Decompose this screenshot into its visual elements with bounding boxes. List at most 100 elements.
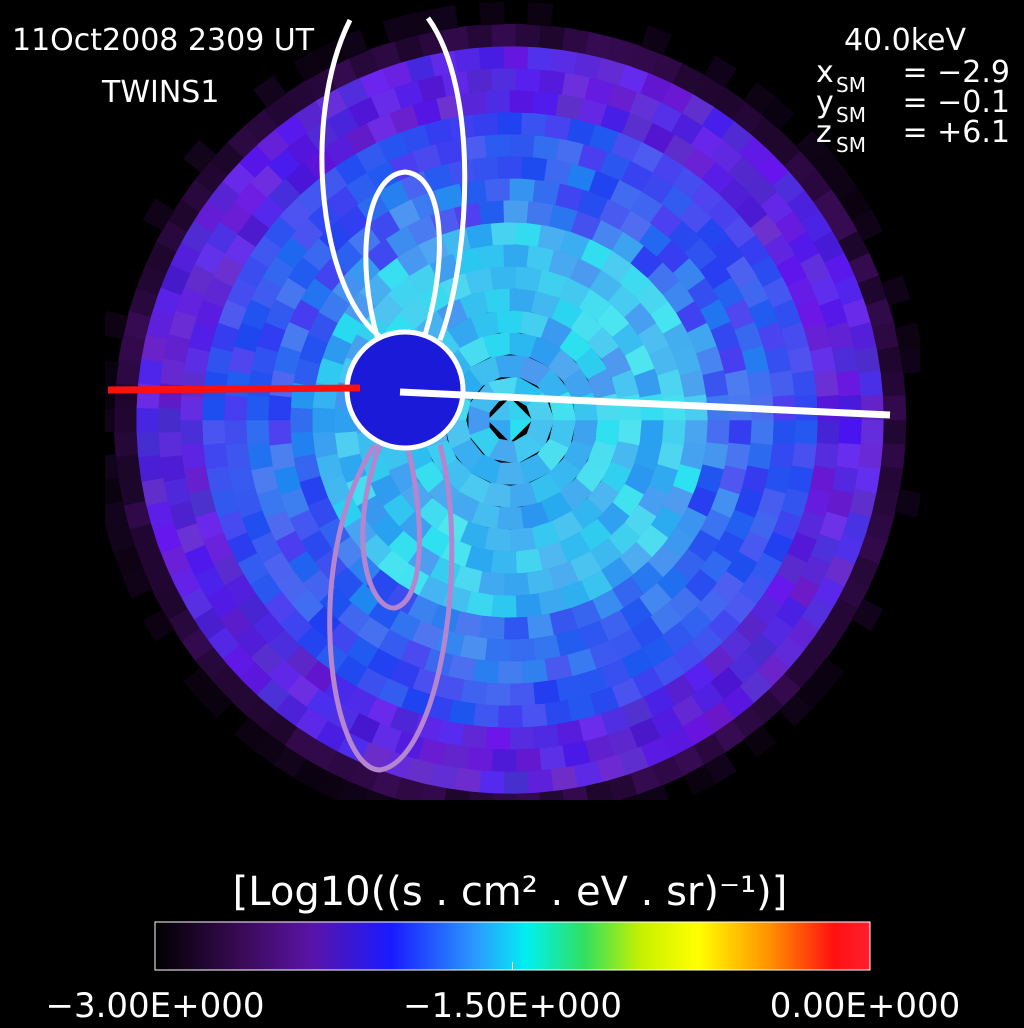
flux-cell (484, 682, 511, 707)
flux-cell (465, 222, 494, 249)
flux-cell (532, 724, 560, 750)
flux-cell (858, 442, 884, 470)
flux-cell (224, 442, 251, 471)
flux-cell (532, 90, 560, 116)
flux-cell (253, 75, 287, 108)
flux-cell (478, 1, 505, 26)
flux-cell (509, 682, 536, 707)
flux-cell (747, 369, 774, 398)
flux-cell (639, 419, 665, 447)
flux-cell (515, 593, 542, 619)
flux-cell (223, 419, 248, 446)
flux-cell (312, 406, 335, 434)
timestamp: 11Oct2008 2309 UT (12, 23, 315, 58)
flux-cell (747, 442, 774, 471)
flux-cell (515, 748, 542, 773)
flux-cell (478, 199, 505, 225)
flux-cell (880, 442, 906, 470)
flux-cell (750, 419, 775, 446)
flux-cell (135, 407, 159, 433)
flux-cell (527, 2, 554, 27)
flux-cell (419, 783, 447, 800)
flux-cell (838, 419, 863, 446)
flux-cell (334, 430, 361, 459)
flux-cell (550, 765, 578, 792)
flux-cell (832, 345, 859, 374)
flux-cell (478, 770, 505, 795)
flux-cell (597, 801, 626, 828)
flux-cell (491, 793, 517, 800)
field-line (360, 444, 422, 611)
flux-cell (201, 419, 226, 446)
field-lines (107, 16, 891, 773)
flux-cell (490, 265, 517, 290)
flux-cell (509, 397, 533, 421)
flux-cell (224, 369, 251, 398)
flux-cell (794, 419, 819, 446)
flux-cell (113, 431, 138, 458)
flux-cell (702, 369, 729, 398)
flux-cell (290, 407, 313, 433)
flux-cell (515, 221, 542, 247)
flux-cell (640, 25, 672, 56)
flux-cell (538, 789, 564, 800)
flux-cell (772, 419, 797, 446)
flux-cell (561, 27, 590, 54)
flux-cell (532, 679, 561, 706)
flux-cell (544, 699, 572, 727)
flux-cell (497, 156, 523, 179)
flux-cell (479, 815, 504, 838)
flux-cell (180, 442, 206, 470)
flux-cell (115, 454, 141, 482)
flux-disk (105, 1, 920, 838)
flux-cell (877, 466, 904, 494)
field-line (363, 169, 442, 341)
flux-cell (521, 659, 548, 685)
flux-cell (466, 747, 493, 772)
flux-cell (491, 749, 517, 773)
flux-cell (521, 155, 548, 181)
flux-cell (234, 717, 268, 751)
flux-cell (851, 598, 884, 632)
flux-cell (472, 659, 499, 685)
flux-cell (791, 442, 818, 470)
flux-cell (584, 780, 614, 800)
flux-cell (662, 419, 687, 446)
flux-cell (496, 310, 524, 333)
flux-cell (527, 814, 553, 838)
flux-cell (202, 370, 229, 398)
flux-cell (183, 667, 217, 701)
flux-cell (832, 466, 859, 495)
flux-cell (491, 67, 517, 91)
flux-cell (527, 769, 554, 794)
flux-cell (860, 419, 885, 446)
flux-cell (113, 407, 137, 433)
colorbar-ticks: −3.00E+000 −1.50E+000 0.00E+000 (45, 962, 960, 1026)
flux-cell (526, 200, 555, 227)
flux-cell (142, 609, 175, 642)
flux-cell (503, 199, 530, 224)
flux-cell (791, 370, 818, 398)
flux-cell (515, 548, 543, 575)
flux-cell (503, 45, 529, 69)
flux-cell (105, 454, 119, 481)
flux-cell (527, 46, 554, 71)
flux-cell (460, 90, 488, 116)
flux-cell (882, 419, 907, 445)
flux-cell (142, 198, 175, 231)
flux-cell (509, 726, 536, 751)
flux-cell (472, 111, 499, 137)
flux-cell (724, 442, 752, 471)
flux-cell (105, 310, 129, 340)
flux-cell (159, 357, 186, 386)
flux-cell (478, 45, 505, 70)
flux-cell (223, 394, 248, 421)
flux-cell (504, 816, 529, 838)
flux-cell (836, 370, 862, 398)
flux-cell (496, 507, 524, 530)
flux-cell (509, 527, 537, 553)
flux-cell (115, 358, 141, 386)
flux-cell (509, 177, 536, 202)
flux-cell (290, 430, 316, 458)
flux-cell (441, 743, 470, 770)
